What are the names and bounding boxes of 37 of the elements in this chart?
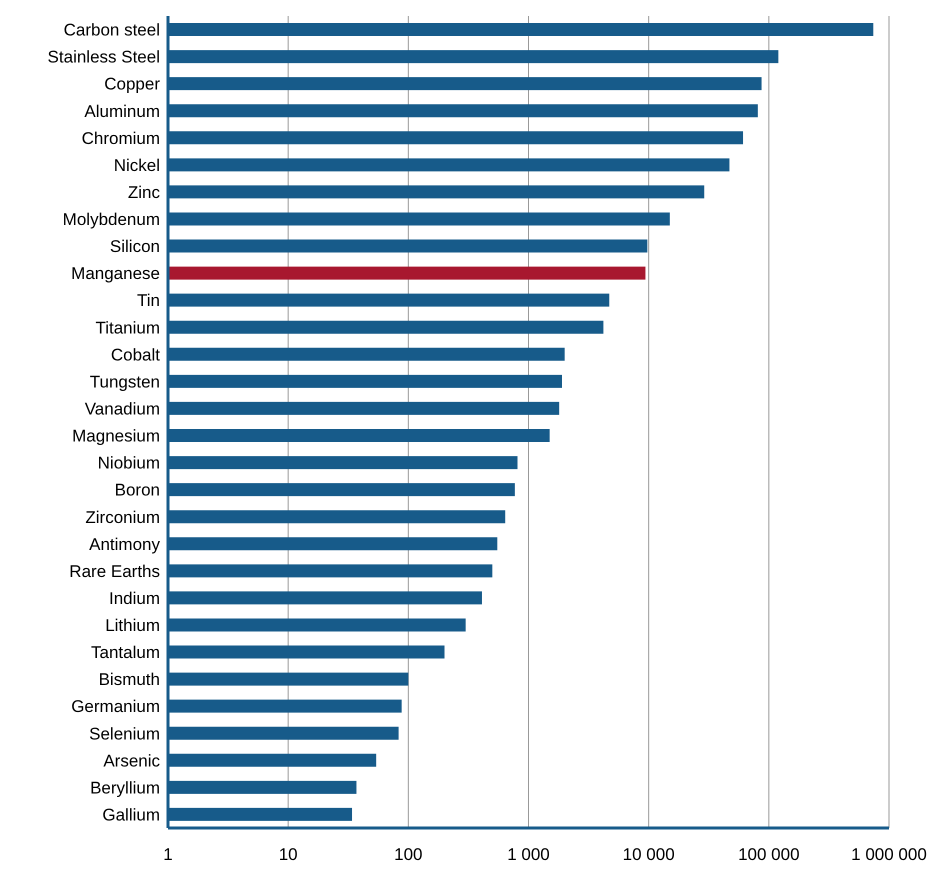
y-tick-label: Antimony	[89, 534, 160, 554]
y-tick-label: Germanium	[71, 697, 160, 716]
y-tick-label: Aluminum	[84, 102, 160, 121]
y-tick-label: Stainless Steel	[48, 48, 160, 67]
y-tick-label: Zirconium	[85, 508, 160, 527]
y-tick-label: Boron	[114, 480, 160, 500]
y-tick-label: Gallium	[102, 806, 160, 824]
y-tick-label: Manganese	[71, 264, 160, 284]
y-tick-label: Vanadium	[84, 400, 160, 418]
y-tick-label: Cobalt	[110, 345, 160, 364]
y-tick-label: Zinc	[128, 182, 160, 202]
x-tick-label: 10	[278, 845, 298, 864]
y-tick-label: Chromium	[82, 128, 160, 148]
y-tick-label: Nickel	[114, 156, 160, 175]
y-tick-label: Molybdenum	[62, 210, 160, 230]
y-tick-label: Tungsten	[90, 372, 160, 392]
x-tick-label: 1 000 000	[851, 845, 927, 864]
y-tick-label: Beryllium	[90, 778, 160, 798]
y-tick-label: Copper	[104, 74, 160, 94]
y-tick-label: Tantalum	[91, 643, 160, 662]
y-tick-label: Lithium	[105, 616, 160, 636]
y-tick-label: Indium	[108, 588, 160, 608]
y-tick-label: Niobium	[98, 454, 160, 473]
x-tick-label: 1	[163, 845, 173, 864]
y-tick-label: Arsenic	[103, 751, 160, 770]
y-tick-label: Selenium	[89, 724, 160, 744]
x-tick-label: 1 000	[507, 845, 550, 864]
y-tick-label: Tin	[137, 291, 160, 310]
y-tick-label: Carbon steel	[64, 20, 160, 40]
y-tick-label: Magnesium	[72, 426, 160, 446]
x-tick-label: 100 000	[738, 845, 800, 864]
x-tick-label: 100	[394, 845, 423, 864]
y-tick-label: Silicon	[110, 237, 160, 256]
y-tick-label: Titanium	[95, 318, 160, 338]
y-tick-label: Rare Earths	[69, 562, 160, 581]
x-tick-label: 10 000	[622, 845, 675, 864]
y-tick-label: Bismuth	[98, 670, 160, 690]
